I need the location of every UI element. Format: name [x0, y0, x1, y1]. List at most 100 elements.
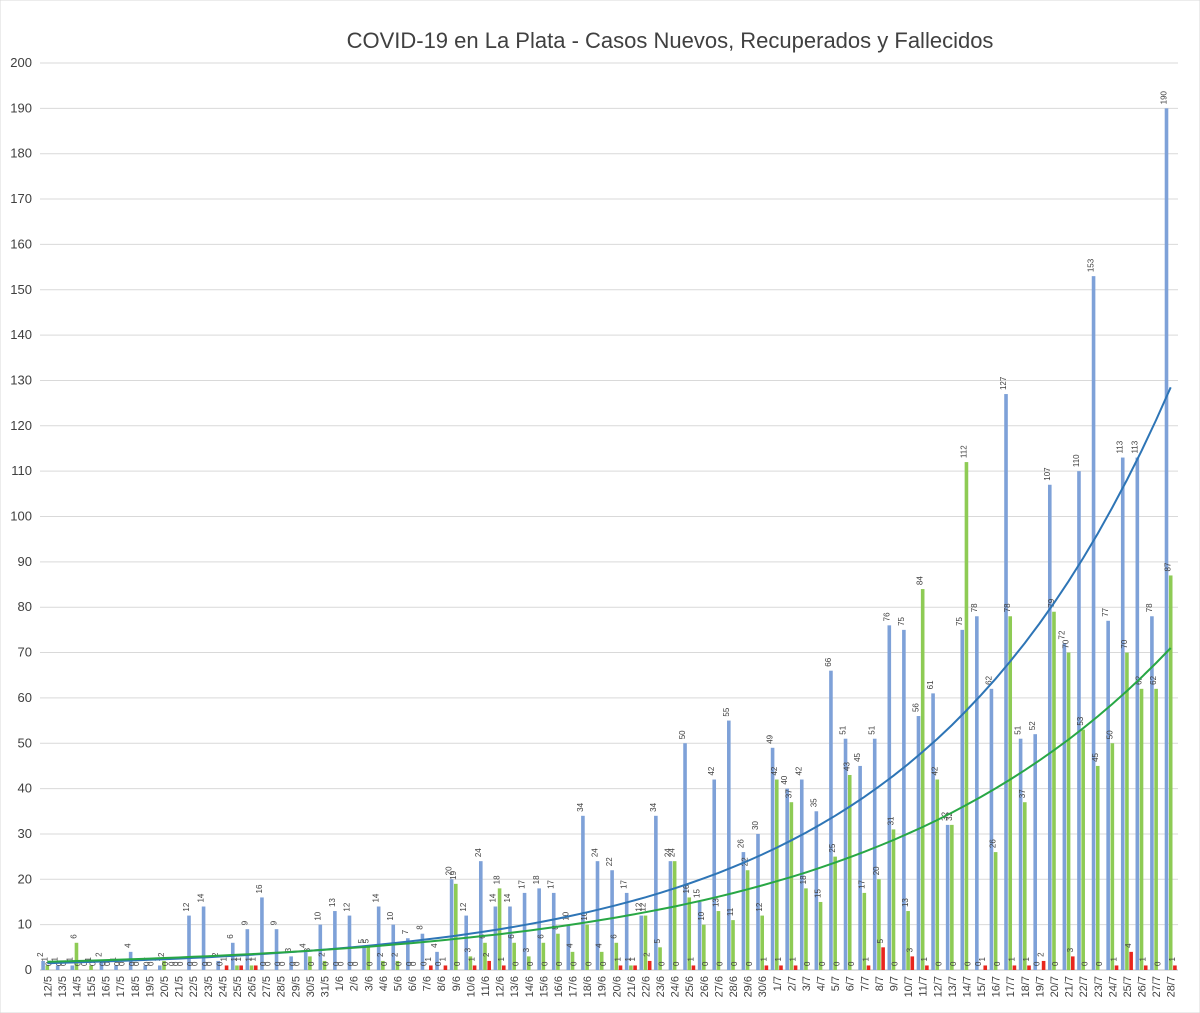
data-label: 1	[84, 956, 93, 961]
data-label: 87	[1164, 562, 1173, 571]
bar	[847, 774, 852, 970]
bar	[756, 833, 760, 970]
data-label: 15	[814, 889, 823, 898]
y-tick-label: 200	[10, 55, 32, 70]
data-label: 2	[1037, 952, 1046, 957]
bar	[672, 861, 677, 970]
x-tick-label: 28/7	[1166, 976, 1178, 997]
data-label: 0	[259, 961, 268, 966]
data-label: 3	[905, 947, 914, 952]
data-label: 0	[964, 961, 973, 966]
bar	[1077, 471, 1081, 970]
data-label: 51	[839, 725, 848, 734]
y-axis-ticks: 0 10 20 30 40 50 60 70 80 90 100 110 120 130 140 150 160…	[10, 55, 32, 977]
bar	[1095, 765, 1100, 970]
data-label: 70	[1120, 639, 1129, 648]
data-label: 12	[634, 902, 643, 911]
y-tick-label: 30	[18, 826, 32, 841]
x-tick-label: 22/5	[188, 976, 200, 997]
data-label: 40	[780, 775, 789, 784]
bar	[162, 960, 166, 970]
bar	[814, 811, 819, 970]
data-label: 13	[901, 898, 910, 907]
data-label: 13	[711, 898, 720, 907]
bar	[1070, 956, 1075, 970]
x-tick-label: 23/7	[1093, 976, 1105, 997]
x-tick-label: 20/7	[1049, 976, 1061, 997]
data-label: 1	[1110, 956, 1119, 961]
x-tick-label: 19/5	[144, 976, 156, 997]
data-label: 6	[69, 934, 78, 939]
bar	[614, 942, 619, 970]
y-tick-label: 10	[18, 917, 32, 932]
data-label: 17	[620, 879, 629, 888]
data-label: 16	[255, 884, 264, 893]
data-label: 1	[759, 956, 768, 961]
x-tick-label: 25/5	[232, 976, 244, 997]
data-label: 0	[934, 961, 943, 966]
y-tick-label: 70	[18, 645, 32, 660]
data-label: 1	[628, 956, 637, 961]
x-tick-label: 15/5	[86, 976, 98, 997]
x-tick-label: 3/6	[363, 976, 375, 991]
y-tick-label: 50	[18, 735, 32, 750]
data-label: 1	[249, 956, 258, 961]
data-label: 6	[609, 934, 618, 939]
data-label: 26	[736, 839, 745, 848]
bar	[454, 883, 458, 970]
data-label: 26	[989, 839, 998, 848]
bar	[1129, 951, 1133, 970]
x-tick-label: 27/6	[713, 976, 725, 997]
bar	[420, 933, 425, 970]
bar	[114, 965, 118, 970]
data-label: 0	[832, 961, 841, 966]
data-label: 35	[809, 798, 818, 807]
y-tick-label: 120	[10, 418, 32, 433]
x-tick-label: 7/6	[422, 976, 434, 991]
bar	[804, 888, 808, 970]
data-label: 15	[693, 889, 702, 898]
data-label: 0	[293, 961, 302, 966]
data-label: 18	[799, 875, 808, 884]
x-tick-label: 17/5	[115, 976, 127, 997]
y-tick-label: 80	[18, 599, 32, 614]
data-label: 2	[390, 952, 399, 957]
bar	[45, 965, 50, 970]
data-label: 0	[336, 961, 345, 966]
data-label: 0	[730, 961, 739, 966]
y-tick-label: 180	[10, 146, 32, 161]
data-label: 76	[882, 612, 891, 621]
data-label: 45	[1091, 752, 1100, 761]
data-label: 3	[284, 947, 293, 952]
data-label: 0	[142, 961, 151, 966]
bar	[639, 915, 644, 970]
data-label: 2	[482, 952, 491, 957]
x-tick-label: 24/7	[1107, 976, 1119, 997]
data-label: 1	[234, 956, 243, 961]
bar	[935, 779, 940, 970]
data-label: 0	[332, 961, 341, 966]
bar	[595, 861, 600, 970]
y-tick-label: 100	[10, 509, 32, 524]
bar	[501, 965, 506, 970]
bar	[668, 861, 673, 970]
bar	[760, 915, 764, 970]
x-tick-label: 9/7	[889, 976, 901, 991]
x-axis-ticks: 12/5 13/5 14/5 15/5 16/5 17/5 18/5 19/5 20/5 21/5…	[42, 976, 1177, 997]
x-tick-label: 28/6	[728, 976, 740, 997]
data-label: 18	[493, 875, 502, 884]
data-label: 75	[897, 616, 906, 625]
bar	[541, 942, 546, 970]
bar	[1041, 960, 1046, 970]
x-tick-label: 4/7	[816, 976, 828, 991]
data-label: 0	[380, 961, 389, 966]
bar	[260, 897, 264, 970]
data-label: 0	[167, 961, 176, 966]
bar	[366, 947, 371, 970]
data-label: 43	[843, 762, 852, 771]
bar	[643, 915, 648, 970]
data-label: 1	[920, 956, 929, 961]
data-label: 8	[415, 925, 424, 930]
bar	[1012, 965, 1017, 970]
data-label: 6	[226, 934, 235, 939]
